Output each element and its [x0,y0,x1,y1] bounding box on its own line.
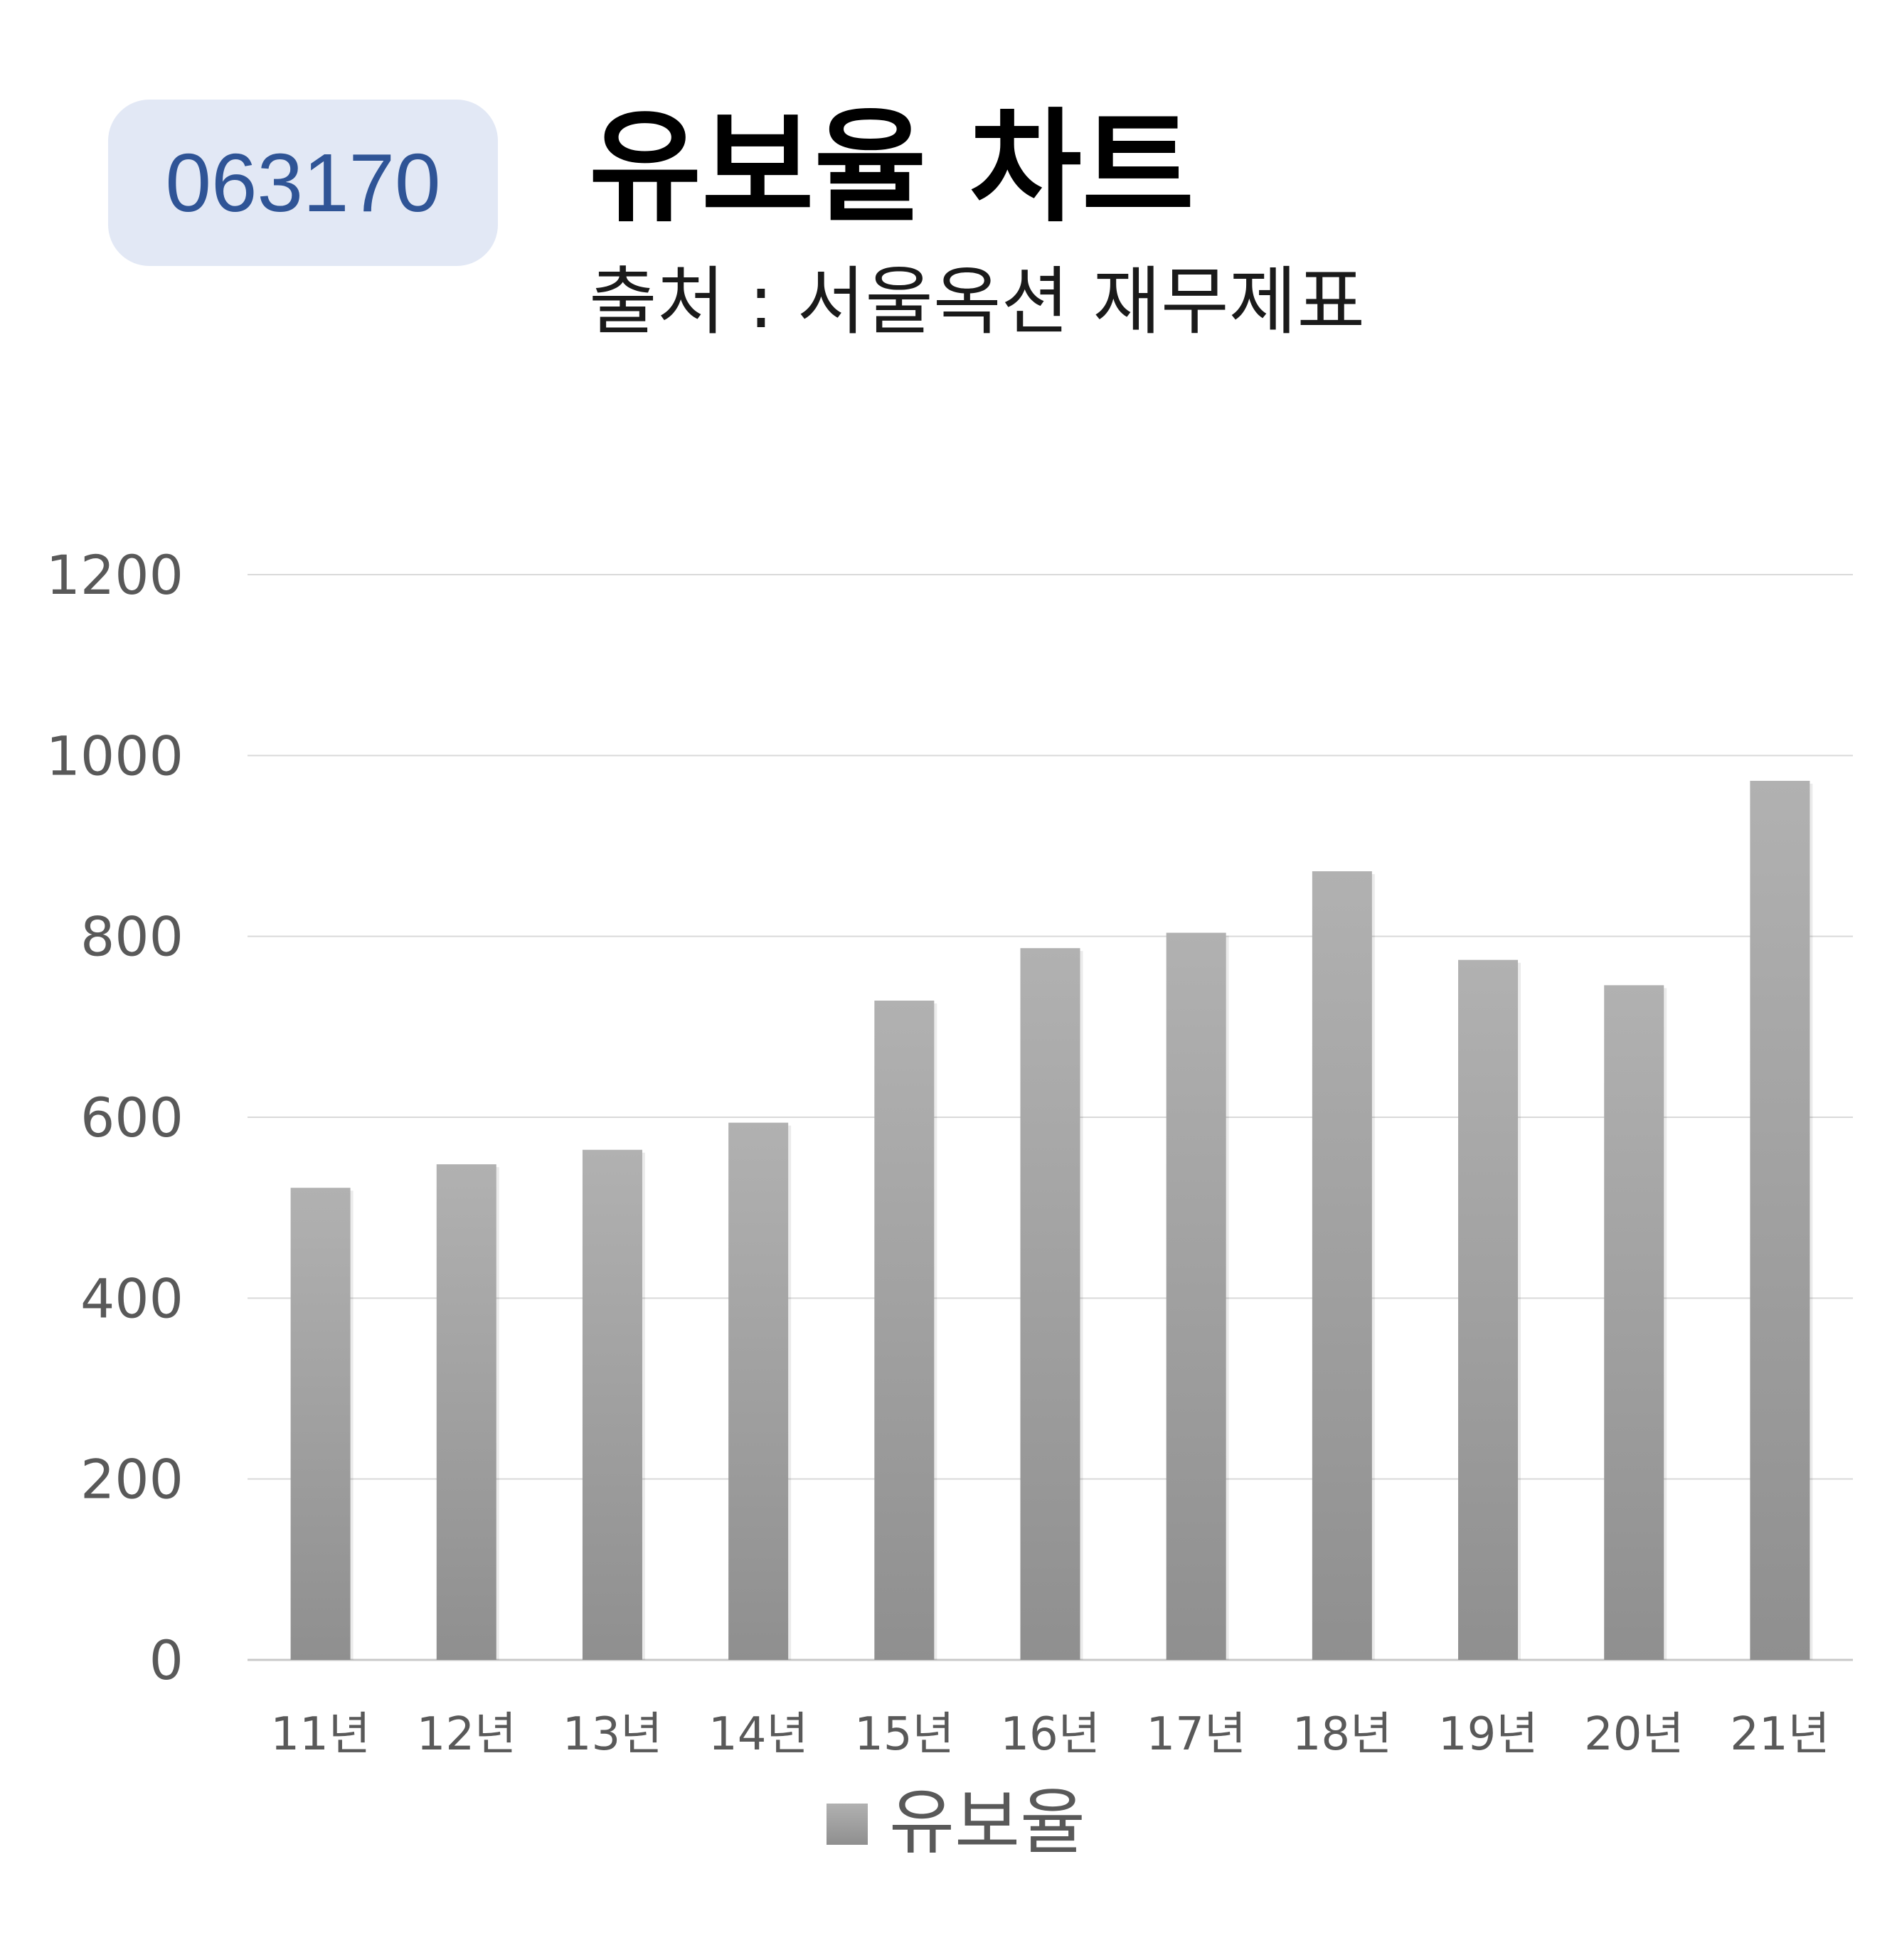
x-tick-label: 14년 [708,1708,808,1761]
stock-code: 063170 [165,137,441,229]
chart-subtitle: 출처 : 서울옥션 재무제표 [589,258,1366,345]
x-tick-label: 13년 [563,1708,662,1761]
bar [290,1188,351,1660]
legend-label: 유보율 [889,1781,1085,1864]
bar [1166,932,1226,1660]
bar [582,1149,642,1660]
y-tick-label: 200 [80,1448,184,1511]
bar [436,1164,496,1660]
y-tick-label: 1000 [46,724,184,787]
chart-header: 063170 유보율 차트 출처 : 서울옥션 재무제표 [0,0,1897,398]
bar [728,1122,789,1660]
bar [1750,780,1810,1660]
x-axis-tick-labels: 11년 12년 13년 14년 15년 16년 17년 18년 19년 20년 21년 [270,1708,1829,1761]
y-tick-label: 400 [80,1267,184,1330]
legend-swatch [827,1804,868,1845]
bar [874,1000,935,1660]
y-axis-tick-labels: 0 200 400 600 800 1000 1200 [46,543,184,1692]
stock-code-badge: 063170 [108,100,498,266]
x-tick-label: 11년 [270,1708,370,1761]
x-tick-label: 16년 [1000,1708,1100,1761]
x-tick-label: 21년 [1730,1708,1829,1761]
legend: 유보율 [827,1781,1085,1864]
x-tick-label: 17년 [1147,1708,1246,1761]
chart-title: 유보율 차트 [589,96,1195,239]
bar [1604,985,1664,1660]
bar [1312,871,1372,1660]
x-tick-label: 20년 [1584,1708,1684,1761]
y-tick-label: 600 [80,1086,184,1149]
x-tick-label: 15년 [854,1708,954,1761]
bar [1020,948,1080,1660]
y-tick-label: 800 [80,905,184,969]
x-tick-label: 19년 [1438,1708,1538,1761]
y-tick-label: 1200 [46,543,184,607]
x-tick-label: 18년 [1292,1708,1392,1761]
bars [290,780,1813,1660]
bar [1458,959,1519,1660]
y-tick-label: 0 [149,1629,184,1692]
x-tick-label: 12년 [417,1708,516,1761]
